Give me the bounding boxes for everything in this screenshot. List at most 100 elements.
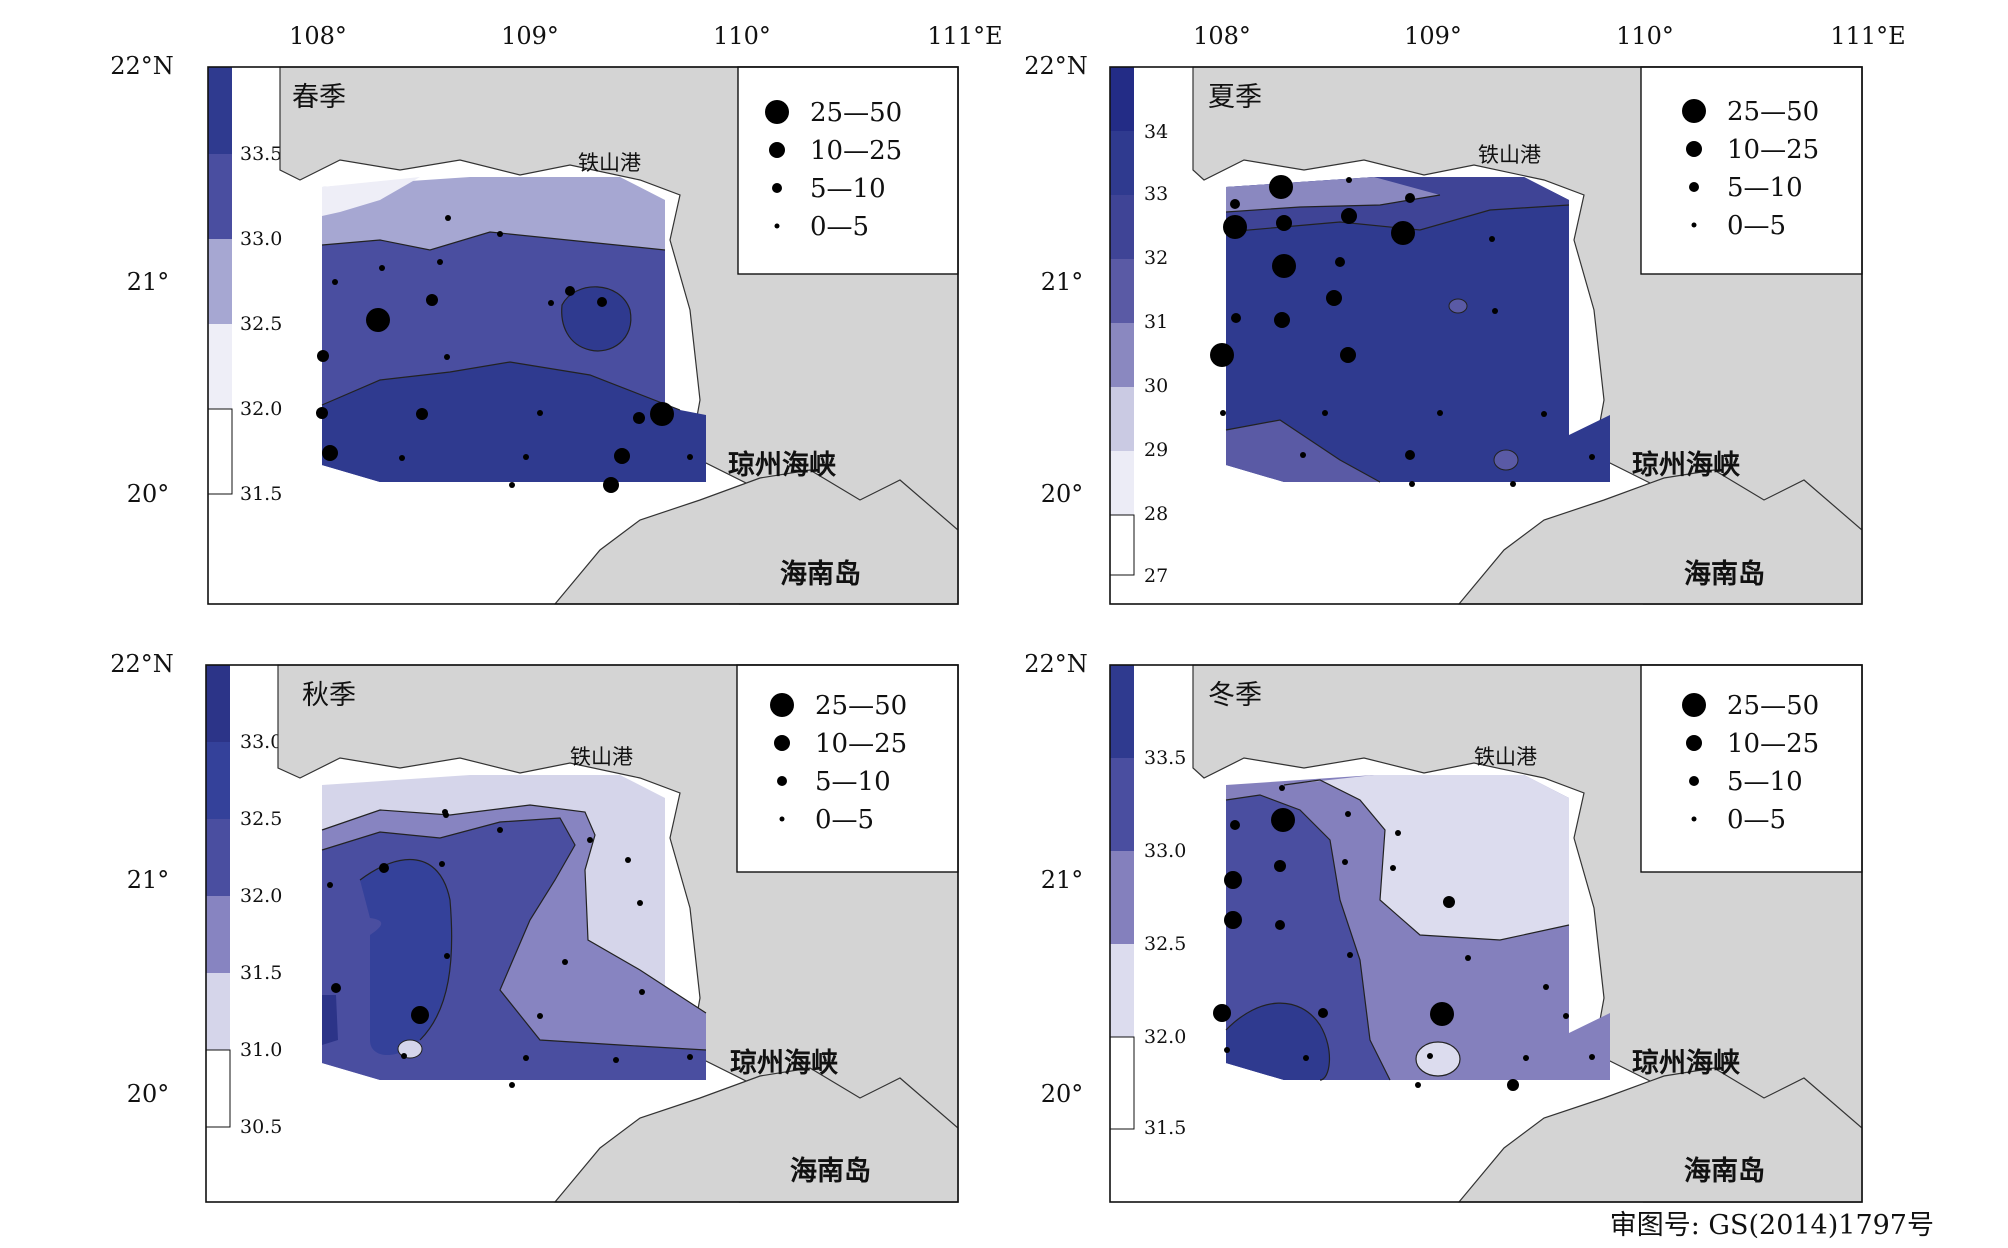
station-point	[587, 837, 593, 843]
sea-field	[322, 177, 420, 216]
legend-label: 10—25	[810, 136, 902, 166]
station-point	[332, 279, 338, 285]
sea-field	[322, 362, 706, 482]
legend-marker	[769, 142, 785, 158]
legend-marker	[1689, 182, 1699, 192]
scale-swatch	[1110, 131, 1134, 195]
scale-swatch	[207, 408, 233, 495]
scale-label: 30.5	[240, 1116, 282, 1138]
station-point	[603, 477, 619, 493]
station-point	[1322, 410, 1328, 416]
station-point	[1269, 175, 1293, 199]
contour-line	[321, 231, 666, 251]
station-point	[614, 448, 630, 464]
station-point	[1272, 254, 1296, 278]
contour-line	[1225, 419, 1381, 483]
legend-marker	[774, 223, 780, 229]
lat-label: 20°	[1041, 1080, 1084, 1108]
station-point	[1437, 410, 1443, 416]
scale-swatch	[1110, 67, 1134, 131]
legend-label: 10—25	[815, 729, 907, 759]
station-point	[379, 265, 385, 271]
station-point	[1427, 1053, 1433, 1059]
station-point	[445, 215, 451, 221]
lon-label: 109°	[1404, 22, 1462, 50]
legend-label: 0—5	[1727, 805, 1786, 835]
lon-label: 110°	[713, 22, 771, 50]
station-point	[1340, 347, 1356, 363]
sea-field	[1493, 449, 1519, 471]
station-point	[1510, 481, 1516, 487]
lat-label: 22°N	[1024, 650, 1088, 678]
station-point	[1465, 955, 1471, 961]
scale-swatch	[1110, 665, 1134, 758]
station-point	[1443, 896, 1455, 908]
scale-label: 27	[1144, 565, 1168, 587]
station-point	[1318, 1008, 1328, 1018]
legend-marker	[1686, 141, 1702, 157]
scale-swatch	[1110, 451, 1134, 515]
legend-label: 10—25	[1727, 135, 1819, 165]
station-point	[327, 882, 333, 888]
station-point	[687, 1054, 693, 1060]
station-point	[613, 1057, 619, 1063]
lat-label: 21°	[1041, 866, 1084, 894]
legend-marker	[1682, 99, 1706, 123]
station-point	[523, 454, 529, 460]
station-point	[1345, 811, 1351, 817]
scale-swatch	[208, 67, 232, 154]
station-point	[1563, 1013, 1569, 1019]
station-point	[1230, 820, 1240, 830]
contour-line	[1225, 1002, 1331, 1081]
station-point	[1224, 1047, 1230, 1053]
station-point	[1220, 410, 1226, 416]
station-point	[565, 286, 575, 296]
station-point	[639, 989, 645, 995]
scale-swatch	[206, 973, 230, 1050]
scale-swatch	[1110, 259, 1134, 323]
legend-label: 5—10	[1727, 767, 1803, 797]
station-point	[509, 482, 515, 488]
station-point	[537, 1013, 543, 1019]
station-point	[1489, 236, 1495, 242]
sea-field	[561, 286, 632, 352]
scale-label: 31.5	[1144, 1117, 1186, 1139]
station-point	[379, 863, 389, 873]
scale-swatch	[206, 742, 230, 819]
contour-line	[321, 361, 681, 411]
legend-box	[1640, 66, 1863, 275]
scale-label: 32.0	[240, 885, 282, 907]
station-point	[1405, 193, 1415, 203]
station-point	[509, 1082, 515, 1088]
lat-label: 20°	[127, 480, 170, 508]
station-point	[366, 308, 390, 332]
station-point	[1274, 312, 1290, 328]
station-point	[562, 959, 568, 965]
legend-box	[1640, 664, 1863, 873]
station-point	[1391, 221, 1415, 245]
contour-line	[1225, 794, 1391, 1081]
scale-label: 32.5	[240, 313, 282, 335]
station-point	[687, 454, 693, 460]
legend-label: 25—50	[810, 98, 902, 128]
station-point	[1395, 830, 1401, 836]
legend-marker	[1682, 693, 1706, 717]
station-point	[316, 407, 328, 419]
station-point	[497, 827, 503, 833]
station-point	[625, 857, 631, 863]
contour-line	[1225, 204, 1570, 233]
legend-marker	[774, 735, 790, 751]
sea-field	[360, 859, 452, 1055]
lat-label: 22°N	[110, 650, 174, 678]
season-label: 夏季	[1208, 82, 1262, 113]
legend-marker	[770, 693, 794, 717]
station-point	[1342, 859, 1348, 865]
station-point	[597, 297, 607, 307]
station-point	[426, 294, 438, 306]
scale-label: 33.0	[240, 731, 282, 753]
legend-label: 5—10	[1727, 173, 1803, 203]
legend-label: 0—5	[810, 212, 869, 242]
sea-field	[1284, 775, 1569, 940]
legend-marker	[1691, 222, 1697, 228]
